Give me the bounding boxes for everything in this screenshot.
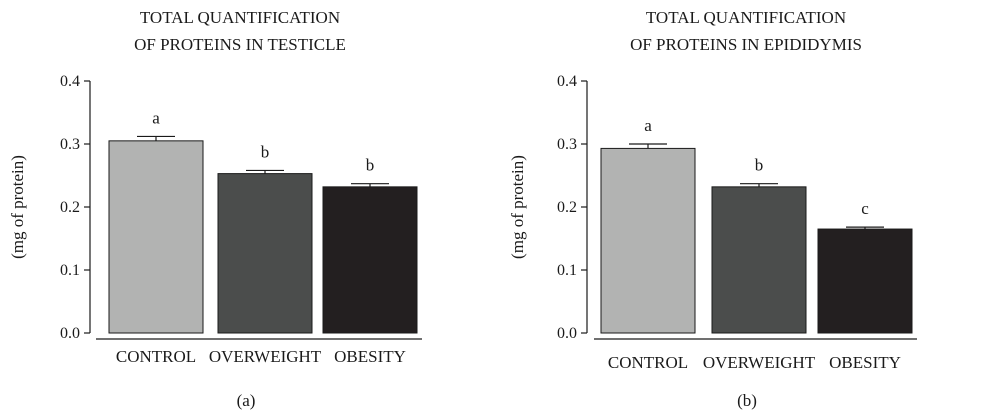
significance-letter: b [755, 156, 764, 175]
bar-control [600, 147, 696, 334]
chart-title-line: OF PROTEINS IN EPIDIDYMIS [630, 35, 862, 54]
bar-overweight [711, 186, 807, 334]
chart-title-line: TOTAL QUANTIFICATION [646, 8, 846, 27]
category-label: OBESITY [829, 353, 901, 372]
y-axis-label: (mg of protein) [8, 155, 27, 259]
chart-title: TOTAL QUANTIFICATION OF PROTEINS IN TESTI… [134, 8, 346, 54]
chart-title-line: TOTAL QUANTIFICATION [140, 8, 340, 27]
panel-label: (a) [237, 391, 256, 410]
y-axis-label: (mg of protein) [508, 155, 527, 259]
chart-title-line: OF PROTEINS IN TESTICLE [134, 35, 346, 54]
bar-obesity [322, 186, 418, 334]
y-tick-label: 0.2 [557, 199, 577, 216]
significance-letter: a [644, 116, 652, 135]
category-label: OBESITY [334, 347, 406, 366]
category-label: OVERWEIGHT [209, 347, 322, 366]
category-label: CONTROL [116, 347, 196, 366]
y-tick-label: 0.1 [60, 262, 80, 279]
bar-control [108, 140, 204, 334]
y-tick-label: 0.0 [60, 325, 80, 342]
y-tick-label: 0.3 [557, 136, 577, 153]
y-tick-label: 0.4 [557, 73, 577, 90]
category-label: OVERWEIGHT [703, 353, 816, 372]
significance-letter: a [152, 108, 160, 127]
bar-overweight [217, 173, 313, 334]
y-tick-label: 0.2 [60, 199, 80, 216]
y-tick-label: 0.1 [557, 262, 577, 279]
significance-letter: b [261, 142, 270, 161]
y-tick-label: 0.4 [60, 73, 80, 90]
chart-panel-a: TOTAL QUANTIFICATION OF PROTEINS IN TESTI… [8, 8, 422, 410]
category-label: CONTROL [608, 353, 688, 372]
panel-label: (b) [737, 391, 757, 410]
y-tick-label: 0.0 [557, 325, 577, 342]
chart-title: TOTAL QUANTIFICATION OF PROTEINS IN EPIDI… [630, 8, 862, 54]
chart-panel-b: TOTAL QUANTIFICATION OF PROTEINS IN EPIDI… [508, 8, 917, 410]
y-tick-label: 0.3 [60, 136, 80, 153]
significance-letter: b [366, 156, 375, 175]
significance-letter: c [861, 199, 869, 218]
bar-obesity [817, 228, 913, 334]
